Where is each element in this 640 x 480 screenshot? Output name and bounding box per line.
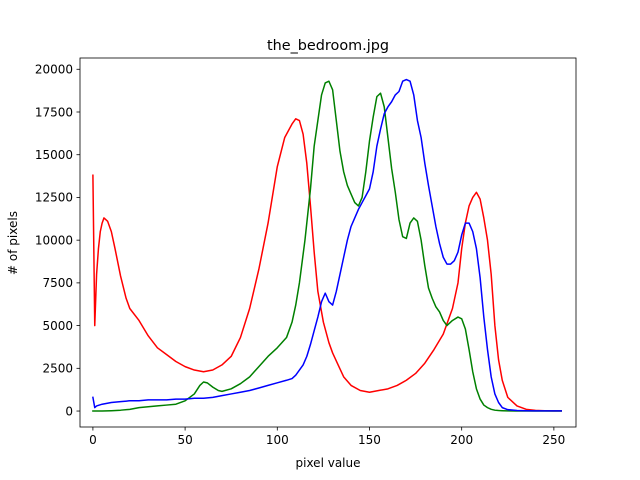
y-tick-label: 5000 [42, 319, 73, 333]
y-tick-label: 15000 [35, 148, 73, 162]
y-tick-label: 10000 [35, 233, 73, 247]
y-tick-label: 17500 [35, 105, 73, 119]
x-tick-label: 150 [358, 433, 381, 447]
x-axis-label: pixel value [296, 456, 361, 470]
y-tick-label: 2500 [42, 362, 73, 376]
y-axis-ticks: 0 2500 5000 7500 10000 12500 15000 17500 20000 [35, 63, 80, 418]
x-axis-ticks: 0 50 100 150 200 250 [89, 427, 565, 447]
series-line-1 [92, 80, 562, 412]
x-tick-label: 100 [266, 433, 289, 447]
series-line-2 [92, 78, 562, 412]
chart-title: the_bedroom.jpg [267, 38, 389, 54]
axes-frame [79, 57, 577, 428]
x-tick-label: 200 [450, 433, 473, 447]
y-tick-label: 20000 [35, 63, 73, 77]
y-tick-label: 7500 [42, 276, 73, 290]
axes-background [80, 58, 576, 427]
x-tick-label: 0 [89, 433, 97, 447]
x-tick-label: 50 [177, 433, 192, 447]
y-axis-label: # of pixels [6, 211, 20, 275]
series-layer [92, 78, 562, 412]
y-tick-label: 12500 [35, 191, 73, 205]
series-line-0 [92, 118, 562, 412]
y-tick-label: 0 [65, 404, 73, 418]
plot-area: 0 50 100 150 200 250 0 2500 5000 7500 10000 12500 1… [35, 57, 577, 447]
x-tick-label: 250 [542, 433, 565, 447]
